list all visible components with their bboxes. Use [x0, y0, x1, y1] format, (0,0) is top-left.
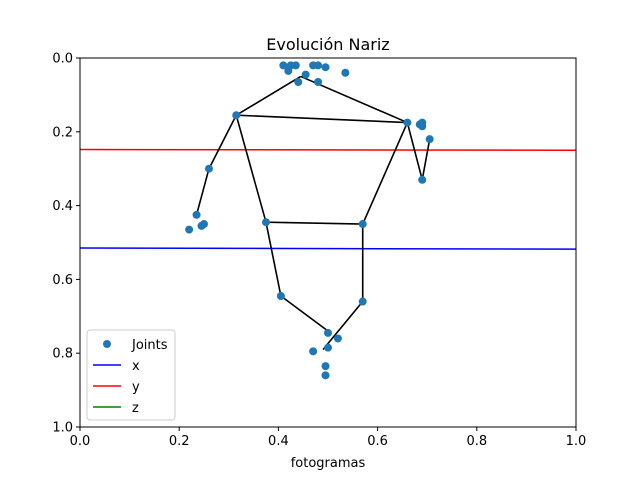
joint-point — [185, 225, 194, 234]
legend-joints-marker — [103, 340, 111, 348]
plot-frame — [79, 57, 577, 428]
joint-point — [314, 61, 323, 70]
joint-point — [309, 347, 318, 356]
series-line-x — [79, 247, 577, 250]
joint-point — [276, 292, 285, 301]
joint-point — [291, 61, 300, 70]
joint-point — [425, 135, 434, 144]
joint-point — [200, 220, 208, 229]
series-lines — [79, 148, 577, 250]
joint-point — [418, 175, 427, 184]
joint-point — [314, 77, 323, 86]
x-tick-label: 0.6 — [367, 434, 388, 449]
legend-x-label: x — [132, 359, 140, 374]
x-tick-label: 0.2 — [169, 434, 190, 449]
joint-point — [232, 111, 241, 120]
joint-point — [321, 371, 330, 380]
y-axis: 0.0 0.2 0.4 0.6 0.8 1.0 — [52, 52, 80, 436]
skeleton-segment — [406, 122, 424, 180]
y-tick-label: 1.0 — [52, 421, 73, 436]
skeleton-segment — [265, 221, 363, 225]
joint-point — [294, 77, 303, 86]
joint-point — [341, 68, 350, 77]
joint-point — [324, 328, 332, 337]
skeleton-segment — [208, 114, 237, 170]
y-tick-label: 0.0 — [52, 52, 73, 67]
legend-box — [86, 329, 176, 421]
skeleton-lines — [195, 75, 431, 351]
joint-point — [301, 70, 310, 79]
x-tick-label: 0.8 — [466, 434, 487, 449]
legend: Joints x y z — [86, 329, 176, 421]
x-tick-label: 0.0 — [70, 434, 91, 449]
legend-joints-label: Joints — [131, 338, 168, 353]
joint-point — [192, 210, 201, 219]
joint-point — [279, 61, 288, 70]
x-tick-label: 0.4 — [268, 434, 289, 449]
joint-points — [185, 61, 434, 380]
joint-point — [262, 218, 270, 227]
skeleton-segment — [236, 114, 408, 124]
y-tick-label: 0.8 — [52, 347, 73, 362]
joint-point — [358, 220, 367, 229]
joint-point — [418, 118, 427, 127]
skeleton-segment — [265, 222, 282, 297]
skeleton-segment — [235, 75, 302, 116]
skeleton-segment — [421, 139, 431, 180]
joint-point — [321, 362, 330, 371]
joint-point — [204, 164, 213, 173]
skeleton-segment — [361, 122, 409, 225]
chart-title: Evolución Nariz — [266, 35, 389, 54]
skeleton-segment — [235, 114, 267, 223]
y-tick-label: 0.2 — [52, 125, 73, 140]
joint-point — [333, 334, 342, 343]
x-tick-label: 1.0 — [566, 434, 587, 449]
joint-point — [321, 63, 330, 72]
x-axis: 0.0 0.2 0.4 0.6 0.8 1.0 — [70, 427, 587, 449]
skeleton-segment — [280, 295, 331, 334]
skeleton-segment — [195, 168, 210, 216]
y-tick-label: 0.6 — [52, 273, 73, 288]
x-axis-label: fotogramas — [291, 456, 366, 471]
legend-y-label: y — [132, 380, 140, 395]
y-tick-label: 0.4 — [52, 199, 73, 214]
joint-point — [403, 118, 412, 127]
joint-point — [324, 343, 332, 352]
skeleton-segment — [322, 301, 364, 351]
joint-point — [358, 297, 367, 306]
legend-z-label: z — [132, 401, 139, 416]
series-line-y — [79, 148, 577, 151]
